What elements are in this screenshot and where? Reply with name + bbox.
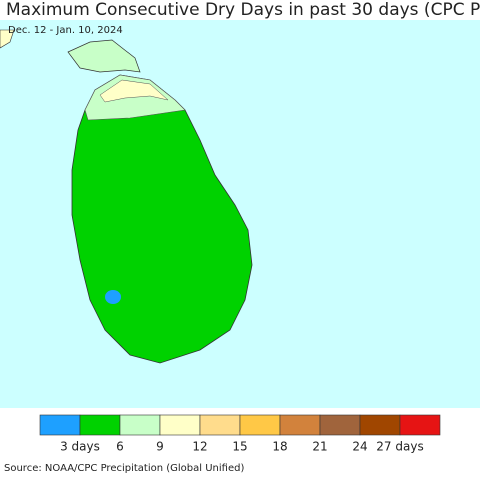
color-swatch (79, 414, 121, 436)
legend-label: 21 (312, 440, 327, 454)
color-swatch (319, 414, 361, 436)
color-swatch (119, 414, 161, 436)
title: Maximum Consecutive Dry Days in past 30 … (6, 0, 480, 20)
color-swatch (359, 414, 401, 436)
color-swatch (159, 414, 201, 436)
legend-label: 27 days (376, 440, 423, 454)
legend-label: 3 days (60, 440, 100, 454)
subtitle: Dec. 12 - Jan. 10, 2024 (8, 25, 123, 36)
color-swatch (399, 414, 441, 436)
color-swatch (239, 414, 281, 436)
north-region-yellow (99, 79, 169, 103)
legend-label: 12 (192, 440, 207, 454)
color-swatch (199, 414, 241, 436)
color-swatch (39, 414, 81, 436)
legend-label: 18 (272, 440, 287, 454)
india-coast (0, 29, 15, 49)
north-region-light-green (84, 74, 186, 121)
source: Source: NOAA/CPC Precipitation (Global U… (4, 463, 244, 474)
color-swatch (279, 414, 321, 436)
legend-label: 24 (352, 440, 367, 454)
jaffna-region (67, 39, 141, 73)
legend-label: 15 (232, 440, 247, 454)
legend-label: 9 (156, 440, 164, 454)
legend-label: 6 (116, 440, 124, 454)
dry-spot (105, 290, 121, 304)
colorbar: 3 days 6 9 12 15 18 21 24 27 days (39, 414, 441, 454)
